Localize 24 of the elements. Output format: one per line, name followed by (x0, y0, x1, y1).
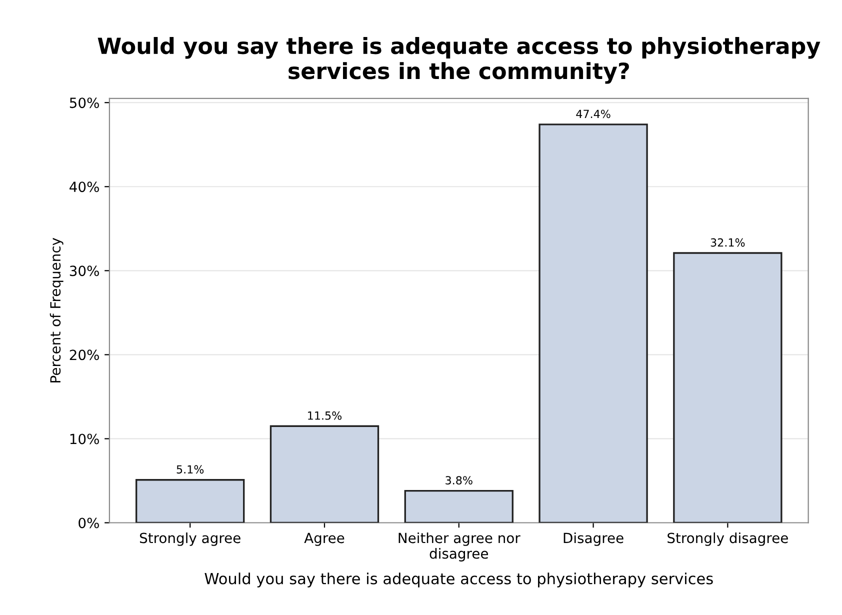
data-label: 11.5% (308, 411, 342, 420)
bar (404, 490, 514, 523)
y-tick-label: 20% (70, 350, 99, 360)
y-tick-label: 30% (70, 266, 99, 276)
x-tick-label: Strongly disagree (668, 532, 788, 546)
chart-title: Would you say there is adequate access to physiotherapy services in the community? (98, 37, 820, 84)
y-tick-label: 50% (70, 98, 99, 108)
x-tick-label: Agree (304, 532, 344, 546)
bar (136, 479, 245, 523)
data-label: 47.4% (576, 110, 610, 118)
y-tick-label: 10% (70, 434, 99, 444)
x-tick-label: Strongly agree (140, 532, 240, 546)
y-axis-title: Percent of Frequency (50, 238, 64, 382)
x-axis-title: Would you say there is adequate access to physiotherapy services (204, 572, 713, 588)
bar (538, 124, 648, 523)
data-label: 5.1% (176, 465, 204, 474)
bar (673, 252, 782, 523)
data-label: 3.8% (446, 476, 472, 484)
data-label: 32.1% (710, 238, 745, 247)
x-tick-label: Neither agree nor disagree (398, 532, 520, 562)
bar (270, 425, 380, 523)
x-tick-label: Disagree (564, 532, 624, 546)
y-tick-label: 0% (78, 518, 99, 528)
y-tick-label: 40% (70, 182, 99, 192)
